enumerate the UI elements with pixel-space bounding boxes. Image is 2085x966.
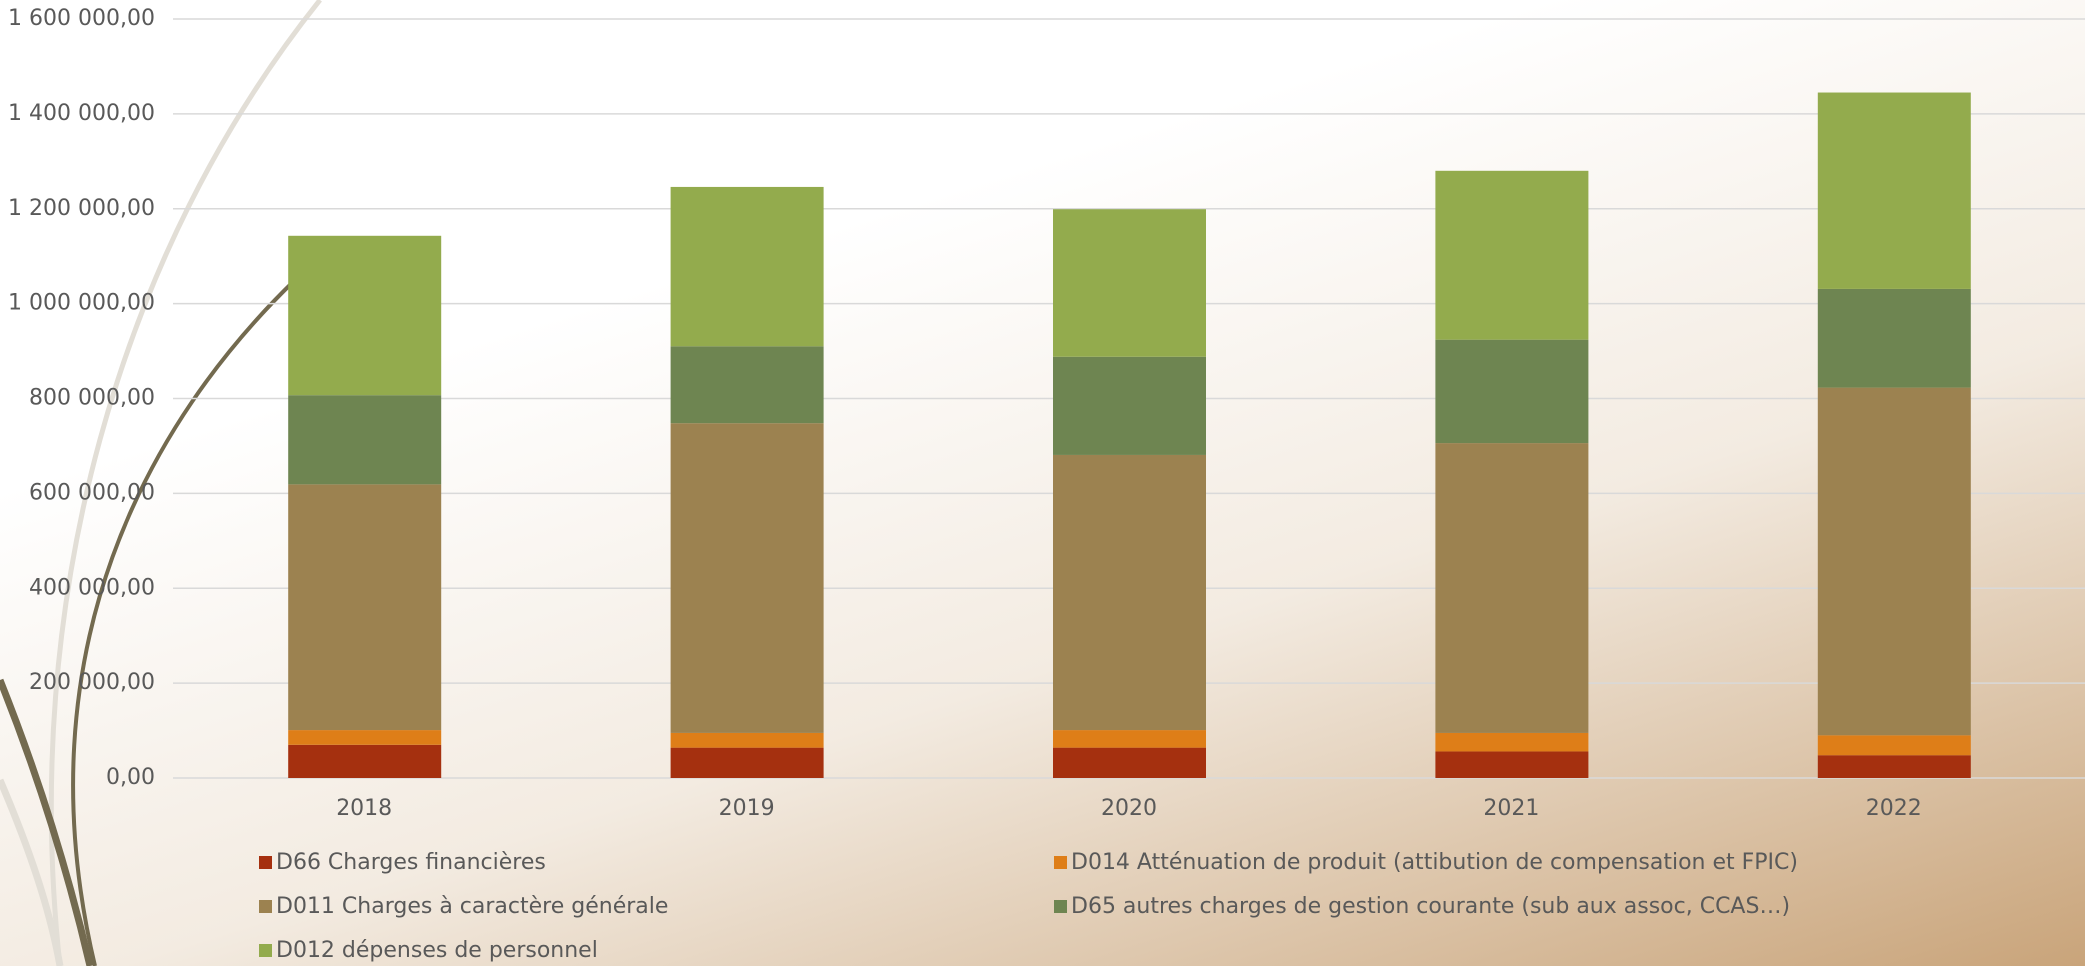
y-tick-label: 800 000,00 bbox=[29, 386, 155, 411]
bar-segment bbox=[1435, 751, 1589, 778]
y-tick-label: 1 000 000,00 bbox=[8, 291, 155, 316]
bar-segment bbox=[288, 730, 442, 745]
y-tick-label: 600 000,00 bbox=[29, 480, 155, 505]
bar-segment bbox=[670, 186, 824, 347]
legend-label: D011 Charges à caractère générale bbox=[276, 894, 668, 919]
legend-label: D65 autres charges de gestion courante (… bbox=[1071, 894, 1790, 919]
x-tick-label: 2022 bbox=[1866, 796, 1922, 821]
y-tick-label: 1 400 000,00 bbox=[8, 101, 155, 126]
legend-label: D66 Charges financières bbox=[276, 850, 546, 875]
bar-segment bbox=[1817, 288, 1971, 388]
bar-segment bbox=[670, 423, 824, 733]
legend-swatch bbox=[1054, 900, 1067, 913]
y-tick-label: 0,00 bbox=[106, 765, 155, 790]
y-tick-label: 1 600 000,00 bbox=[8, 6, 155, 31]
bar-segment bbox=[1053, 747, 1206, 778]
bar-segment bbox=[670, 732, 824, 748]
bar-segment bbox=[670, 747, 824, 778]
bar-segment bbox=[288, 235, 442, 396]
bar-segment bbox=[1053, 209, 1206, 357]
decor-curve bbox=[0, 678, 94, 966]
bar-segment bbox=[1817, 735, 1971, 756]
y-tick-label: 1 200 000,00 bbox=[8, 196, 155, 221]
decor-curve bbox=[0, 778, 64, 966]
bar-segment bbox=[1817, 92, 1971, 289]
y-tick-label: 200 000,00 bbox=[29, 670, 155, 695]
decor-curve bbox=[71, 278, 297, 966]
bar-segment bbox=[1053, 730, 1206, 748]
legend-swatch bbox=[259, 856, 272, 869]
bar-segment bbox=[1817, 387, 1971, 736]
bar-segment bbox=[1435, 732, 1589, 752]
legend-swatch bbox=[259, 944, 272, 957]
x-tick-label: 2018 bbox=[336, 796, 392, 821]
bar-segment bbox=[670, 346, 824, 424]
legend-label: D012 dépenses de personnel bbox=[276, 938, 598, 963]
legend-label: D014 Atténuation de produit (attibution … bbox=[1071, 850, 1798, 875]
bar-segment bbox=[1053, 356, 1206, 455]
x-tick-label: 2019 bbox=[719, 796, 775, 821]
bar-segment bbox=[288, 484, 442, 731]
decor-curve bbox=[48, 0, 322, 966]
plot: 0,00 200 000,00 400 000,00 600 000,00 800 00… bbox=[8, 6, 2085, 963]
bar-segment bbox=[1053, 454, 1206, 731]
y-tick-label: 400 000,00 bbox=[29, 575, 155, 600]
bar-segment bbox=[288, 395, 442, 485]
bar-segment bbox=[1435, 339, 1589, 444]
bar-segment bbox=[1817, 755, 1971, 778]
legend-swatch bbox=[1054, 856, 1067, 869]
bar-segment bbox=[1435, 170, 1589, 340]
legend-swatch bbox=[259, 900, 272, 913]
bar-segment bbox=[1435, 443, 1589, 733]
bar-segment bbox=[288, 744, 442, 778]
x-tick-label: 2020 bbox=[1101, 796, 1157, 821]
x-tick-label: 2021 bbox=[1483, 796, 1539, 821]
